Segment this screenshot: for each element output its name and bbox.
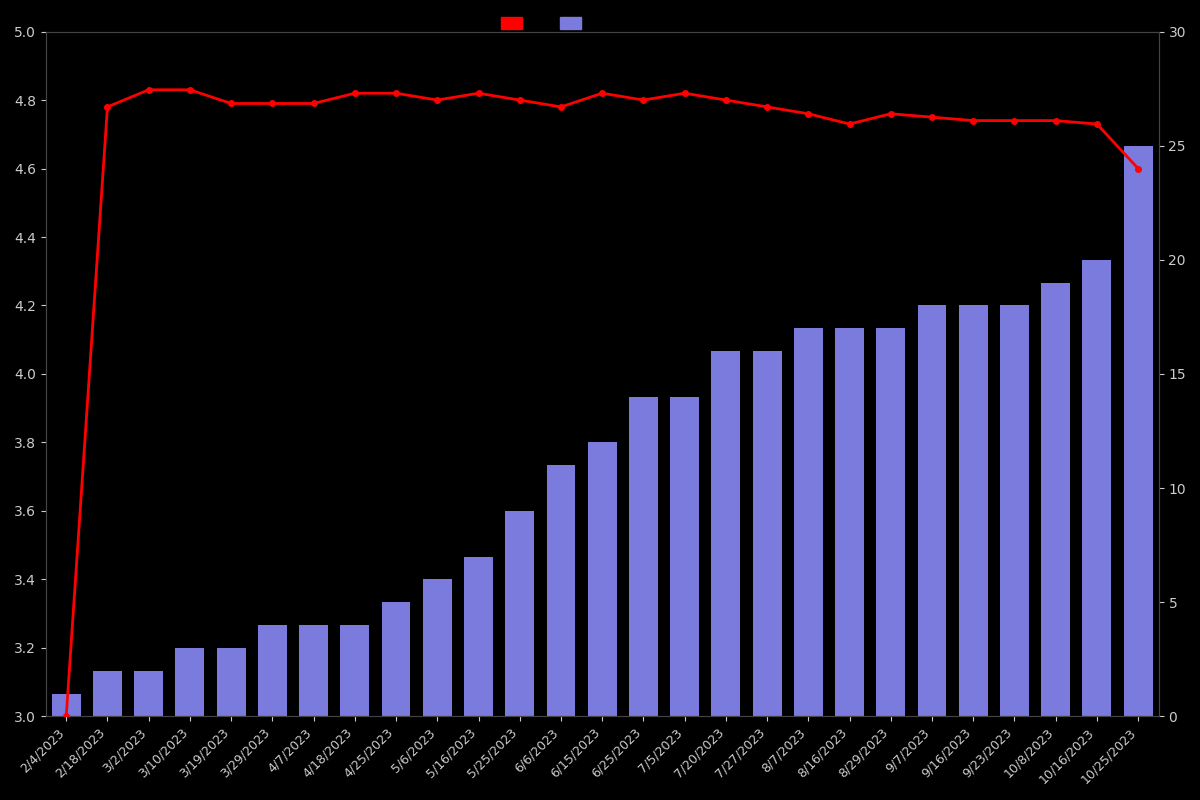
- Bar: [876, 328, 905, 716]
- Bar: [671, 397, 700, 716]
- Legend: , : ,: [496, 11, 598, 36]
- Bar: [918, 306, 947, 716]
- Bar: [52, 694, 80, 716]
- Bar: [1000, 306, 1028, 716]
- Bar: [258, 625, 287, 716]
- Bar: [94, 670, 122, 716]
- Bar: [794, 328, 823, 716]
- Bar: [1042, 282, 1070, 716]
- Bar: [505, 511, 534, 716]
- Bar: [134, 670, 163, 716]
- Bar: [546, 466, 575, 716]
- Bar: [712, 351, 740, 716]
- Bar: [217, 648, 246, 716]
- Bar: [1123, 146, 1152, 716]
- Bar: [835, 328, 864, 716]
- Bar: [341, 625, 370, 716]
- Bar: [752, 351, 781, 716]
- Bar: [175, 648, 204, 716]
- Bar: [422, 579, 451, 716]
- Bar: [299, 625, 328, 716]
- Bar: [588, 442, 617, 716]
- Bar: [959, 306, 988, 716]
- Bar: [1082, 260, 1111, 716]
- Bar: [629, 397, 658, 716]
- Bar: [464, 557, 493, 716]
- Bar: [382, 602, 410, 716]
